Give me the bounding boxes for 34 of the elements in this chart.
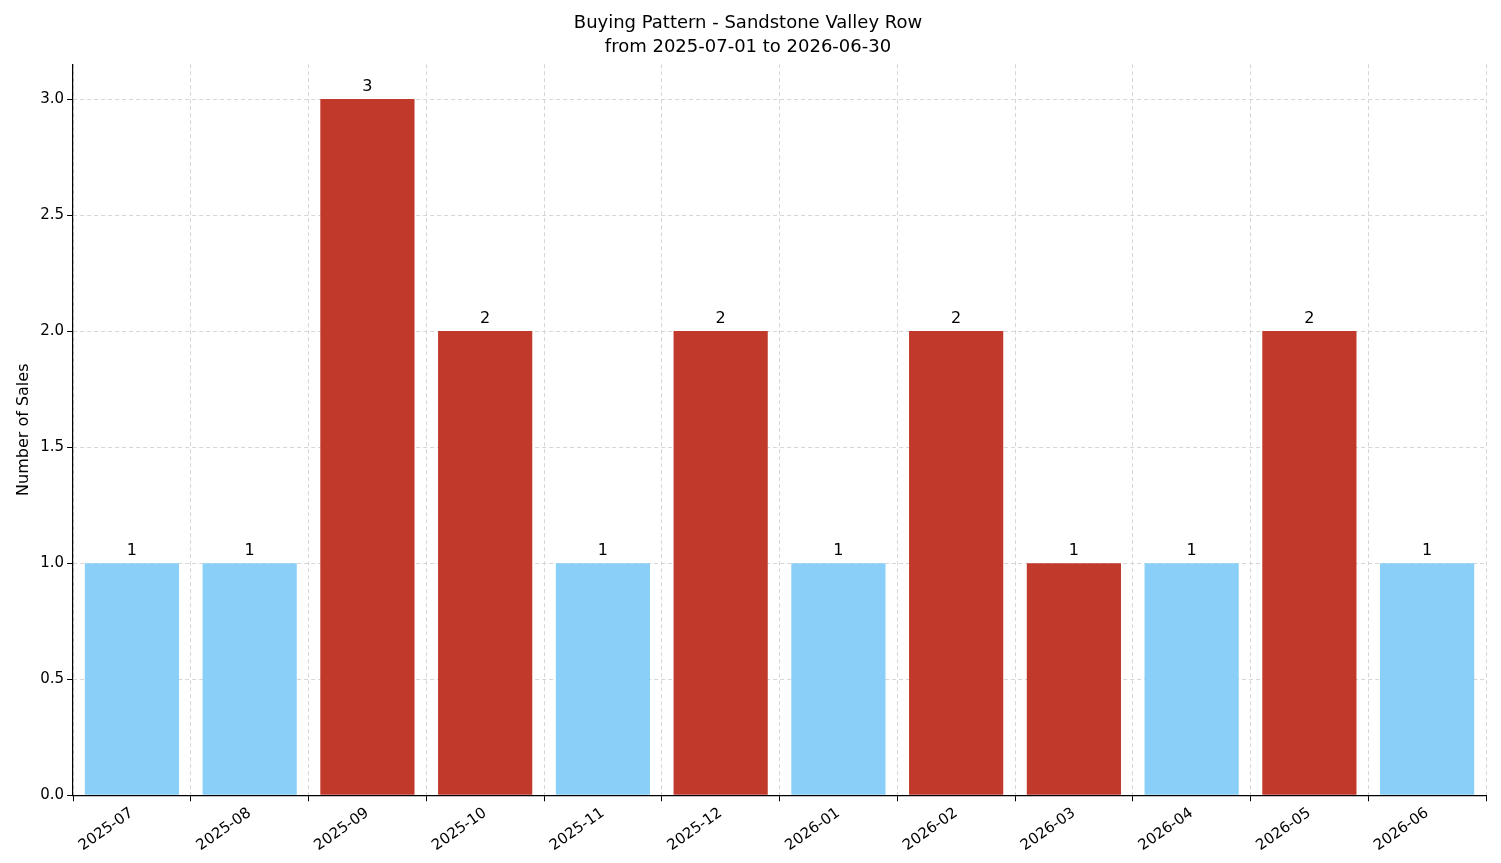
data-label: 1 — [244, 540, 255, 560]
y-tick-label: 2.0 — [40, 321, 65, 339]
bar — [438, 331, 533, 795]
data-label: 2 — [715, 308, 726, 328]
bar — [791, 563, 886, 795]
bar — [202, 563, 297, 795]
y-tick-label: 2.5 — [40, 204, 65, 223]
data-label: 1 — [1186, 540, 1197, 560]
data-label: 1 — [1422, 540, 1433, 560]
bar — [1262, 331, 1357, 795]
bar — [909, 331, 1004, 795]
data-label: 1 — [126, 540, 138, 560]
data-label: 2 — [951, 308, 962, 328]
data-label: 1 — [833, 540, 844, 560]
y-tick-label: 0.5 — [40, 669, 65, 688]
bar — [1026, 563, 1121, 795]
y-tick-label: 0.0 — [40, 785, 65, 804]
bar — [320, 99, 415, 795]
y-axis-title: Number of Sales — [12, 363, 32, 496]
data-label: 3 — [362, 76, 373, 96]
data-label: 2 — [480, 308, 491, 328]
y-tick-label: 1.5 — [40, 437, 65, 456]
bar — [673, 331, 768, 795]
bar — [84, 563, 180, 795]
chart-subtitle: from 2025-07-01 to 2026-06-30 — [604, 35, 892, 57]
y-tick-label: 3.0 — [40, 88, 65, 107]
bar — [1380, 563, 1475, 795]
chart-title: Buying Pattern - Sandstone Valley Row — [573, 11, 923, 33]
data-label: 2 — [1304, 308, 1315, 328]
y-tick-label: 1.0 — [40, 553, 65, 572]
data-label: 1 — [1068, 540, 1079, 560]
bar — [1144, 563, 1239, 795]
bar — [555, 563, 651, 795]
data-label: 1 — [597, 540, 608, 560]
